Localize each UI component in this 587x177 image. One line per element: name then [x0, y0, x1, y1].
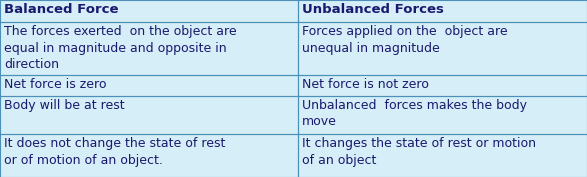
Bar	[0, 0, 298, 22]
Text: It does not change the state of rest
or of motion of an object.: It does not change the state of rest or …	[4, 137, 225, 167]
Text: Net force is zero: Net force is zero	[4, 78, 106, 91]
Bar	[0, 75, 298, 96]
Bar	[298, 75, 587, 96]
Text: Net force is not zero: Net force is not zero	[302, 78, 429, 91]
Bar	[0, 75, 298, 96]
Bar	[298, 134, 587, 177]
Bar	[0, 22, 298, 75]
Text: Forces applied on the  object are
unequal in magnitude: Forces applied on the object are unequal…	[302, 25, 508, 55]
Bar	[298, 22, 587, 75]
Bar	[298, 0, 587, 22]
Bar	[0, 134, 298, 177]
Text: Balanced Force: Balanced Force	[4, 3, 119, 16]
Text: It changes the state of rest or motion
of an object: It changes the state of rest or motion o…	[302, 137, 536, 167]
Bar	[298, 96, 587, 134]
Bar	[298, 0, 587, 22]
Bar	[0, 134, 298, 177]
Text: Unbalanced Forces: Unbalanced Forces	[302, 3, 444, 16]
Text: Body will be at rest: Body will be at rest	[4, 99, 124, 112]
Text: The forces exerted  on the object are
equal in magnitude and opposite in
directi: The forces exerted on the object are equ…	[4, 25, 237, 71]
Bar	[298, 134, 587, 177]
Bar	[0, 0, 298, 22]
Text: Unbalanced  forces makes the body
move: Unbalanced forces makes the body move	[302, 99, 527, 128]
Bar	[298, 22, 587, 75]
Bar	[0, 96, 298, 134]
Bar	[298, 96, 587, 134]
Bar	[0, 22, 298, 75]
Bar	[0, 96, 298, 134]
Bar	[298, 75, 587, 96]
